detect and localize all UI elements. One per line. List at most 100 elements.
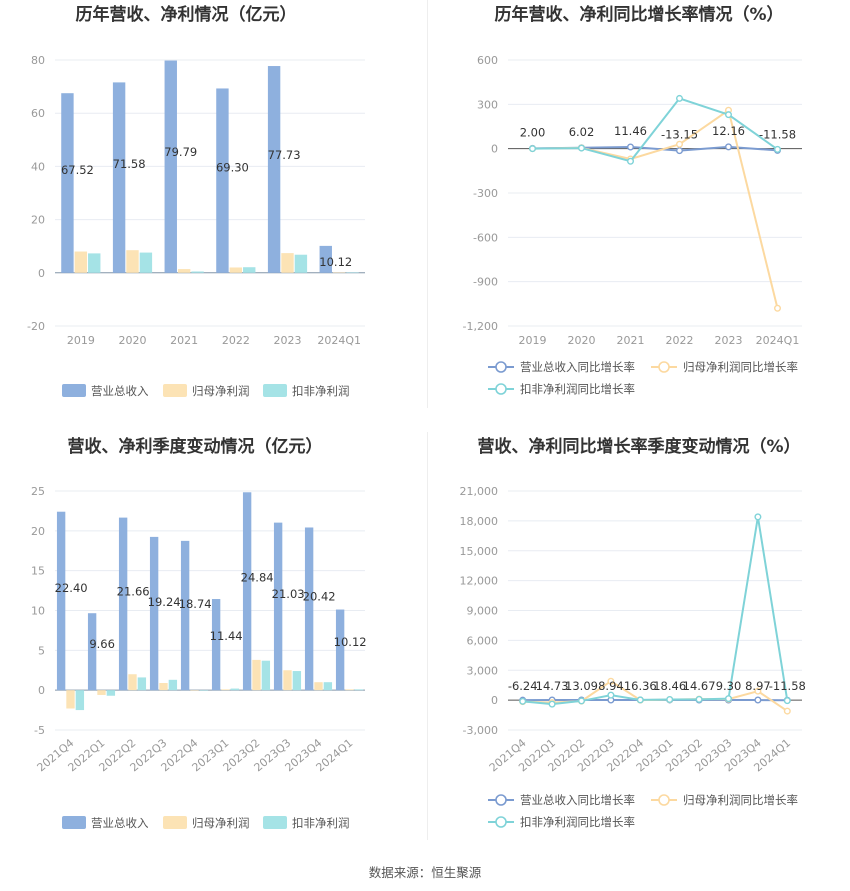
chart-title: 历年营收、净利情况（亿元） <box>76 4 297 25</box>
y-tick-label: -3,000 <box>463 724 498 737</box>
data-label: 11.44 <box>210 629 243 643</box>
bar-deducted-profit <box>75 690 85 711</box>
y-tick-label: 18,000 <box>460 515 499 528</box>
legend-label: 归母净利润 <box>192 384 250 398</box>
data-label: 24.84 <box>241 570 274 584</box>
series-point <box>636 696 644 704</box>
data-label: 10.12 <box>334 635 367 649</box>
series-point <box>519 697 527 705</box>
x-tick-label: 2021 <box>170 334 198 347</box>
legend-label: 归母净利润同比增长率 <box>683 360 798 374</box>
y-tick-label: 5 <box>38 644 45 657</box>
bar-net-profit <box>177 269 191 273</box>
bar-revenue <box>56 511 66 691</box>
bar-net-profit <box>221 689 230 691</box>
x-tick-label: 2022 <box>222 334 250 347</box>
legend-label: 营业总收入 <box>91 816 149 830</box>
data-label: 11.46 <box>614 124 647 138</box>
bar-deducted-profit <box>168 679 178 691</box>
data-label: 21.66 <box>117 584 150 598</box>
y-tick-label: 6,000 <box>467 634 499 647</box>
y-tick-label: -5 <box>34 724 45 737</box>
y-tick-label: 20 <box>31 525 45 538</box>
bar-revenue <box>61 93 74 273</box>
data-label: 9.30 <box>716 679 742 693</box>
bar-net-profit <box>126 250 139 273</box>
y-tick-label: -300 <box>473 187 498 200</box>
bar-revenue <box>180 540 190 691</box>
bar-revenue <box>242 492 252 691</box>
y-tick-label: 20 <box>31 214 45 227</box>
bar-revenue <box>87 613 97 691</box>
bar-net-profit <box>97 690 106 695</box>
y-tick-label: 15,000 <box>460 545 499 558</box>
legend-swatch <box>62 816 86 829</box>
y-tick-label: 15 <box>31 565 45 578</box>
x-tick-label: 2024Q1 <box>756 334 800 347</box>
series-point <box>725 111 733 119</box>
x-tick-label: 2020 <box>119 334 147 347</box>
data-label: 71.58 <box>113 157 146 171</box>
legend-swatch <box>163 384 187 397</box>
x-tick-label: 2024Q1 <box>317 334 361 347</box>
series-point <box>626 143 634 151</box>
bar-revenue <box>335 609 345 691</box>
data-label: 16.36 <box>624 679 657 693</box>
legend-label: 扣非净利润 <box>292 816 350 830</box>
series-point <box>607 677 615 685</box>
data-source-footer: 数据来源：恒生聚源 <box>368 865 482 880</box>
data-label: 77.73 <box>268 148 301 162</box>
legend-swatch <box>263 384 287 397</box>
bar-deducted-profit <box>354 689 364 691</box>
legend-label: 扣非净利润同比增长率 <box>520 815 635 829</box>
chart-title: 营收、净利季度变动情况（亿元） <box>68 436 323 457</box>
data-label: 69.30 <box>216 160 249 174</box>
panel-divider-bottom <box>427 432 428 840</box>
series-line-1 <box>532 108 779 309</box>
bar-net-profit <box>128 674 137 691</box>
y-tick-label: 3,000 <box>467 664 499 677</box>
y-tick-label: 10 <box>31 605 45 618</box>
series-point <box>774 304 782 312</box>
bar-net-profit <box>190 690 199 691</box>
bar-revenue <box>319 245 332 273</box>
legend-label: 营业总收入同比增长率 <box>520 793 635 807</box>
annual-growth-rate-chart: 历年营收、净利同比增长率情况（%） 600 300 0 -300 -600 -900 -1,2… <box>428 0 850 410</box>
series-point <box>577 697 585 705</box>
bar-net-profit <box>252 659 261 691</box>
bar-revenue <box>118 517 128 691</box>
y-tick-label: -600 <box>473 231 498 244</box>
x-tick-label: 2023 <box>715 334 743 347</box>
data-label: 79.79 <box>164 145 197 159</box>
x-tick-label: 2019 <box>519 334 547 347</box>
legend-label: 营业总收入同比增长率 <box>520 360 635 374</box>
series-point <box>695 695 703 703</box>
x-tick-label: 2020 <box>568 334 596 347</box>
y-tick-label: 40 <box>31 160 45 173</box>
legend-marker <box>658 361 670 373</box>
bar-deducted-profit <box>199 690 209 691</box>
x-tick-label: 2022 <box>666 334 694 347</box>
quarterly-growth-rate-chart: 营收、净利同比增长率季度变动情况（%） 21,000 18,000 15,000 12,… <box>428 430 850 845</box>
legend-label: 归母净利润 <box>192 816 250 830</box>
bar-deducted-profit <box>137 677 147 691</box>
series-point <box>666 696 674 704</box>
bar-revenue <box>273 522 283 691</box>
chart-title: 营收、净利同比增长率季度变动情况（%） <box>477 436 800 457</box>
data-label: 12.16 <box>712 124 745 138</box>
series-point <box>548 700 556 708</box>
data-label: 6.02 <box>569 125 595 139</box>
data-label: 14.67 <box>683 679 716 693</box>
bar-revenue <box>267 66 281 273</box>
y-tick-label: -1,200 <box>463 320 498 333</box>
bar-net-profit <box>283 670 292 691</box>
x-tick-label: 2021 <box>617 334 645 347</box>
chart-title: 历年营收、净利同比增长率情况（%） <box>494 4 783 25</box>
data-label: 8.97 <box>745 679 771 693</box>
data-label: 14.73 <box>536 679 569 693</box>
bar-revenue <box>304 527 314 691</box>
data-label: 2.00 <box>520 125 546 139</box>
bar-revenue <box>211 599 221 691</box>
legend-label: 归母净利润同比增长率 <box>683 793 798 807</box>
bar-net-profit <box>74 251 88 273</box>
